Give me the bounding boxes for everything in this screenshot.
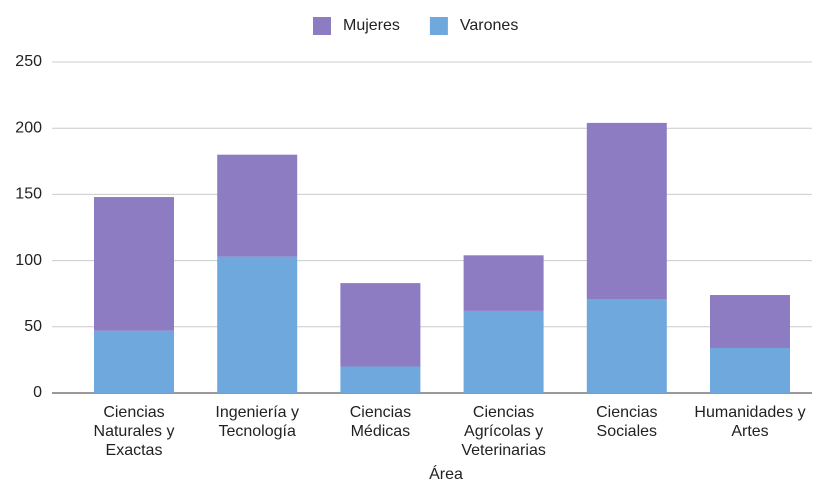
legend-swatch xyxy=(313,17,331,35)
x-tick-label: Ciencias Agrícolas y Veterinarias xyxy=(461,404,546,459)
bar-segment xyxy=(94,197,174,331)
bar-segment xyxy=(217,154,298,257)
bar-segment xyxy=(340,366,421,393)
bar-segment xyxy=(463,310,544,393)
x-tick-label: Ingeniería y Tecnología xyxy=(215,404,299,440)
bar-segment xyxy=(217,256,298,393)
x-axis-title: Área xyxy=(429,464,463,481)
legend-swatch xyxy=(429,17,448,35)
bar-segment xyxy=(586,298,667,393)
x-tick-label: Ciencias Médicas xyxy=(349,404,412,440)
y-tick-label: 250 xyxy=(15,53,42,70)
bar-segment xyxy=(710,295,790,348)
y-tick-label: 50 xyxy=(24,318,42,335)
bar-segment xyxy=(586,122,667,299)
bar-segment xyxy=(340,283,421,367)
y-tick-label: 100 xyxy=(15,252,42,269)
y-tick-label: 150 xyxy=(15,186,42,203)
y-tick-label: 0 xyxy=(33,384,42,401)
legend-label: Varones xyxy=(460,17,518,34)
bar-segment xyxy=(463,255,544,311)
bar-segment xyxy=(710,347,790,393)
y-tick-label: 200 xyxy=(15,119,42,136)
x-tick-label: Humanidades y Artes xyxy=(694,404,806,440)
x-tick-label: Ciencias Naturales y Exactas xyxy=(93,404,175,459)
x-tick-label: Ciencias Sociales xyxy=(596,404,658,440)
legend-label: Mujeres xyxy=(343,17,400,34)
bar-segment xyxy=(94,330,174,393)
